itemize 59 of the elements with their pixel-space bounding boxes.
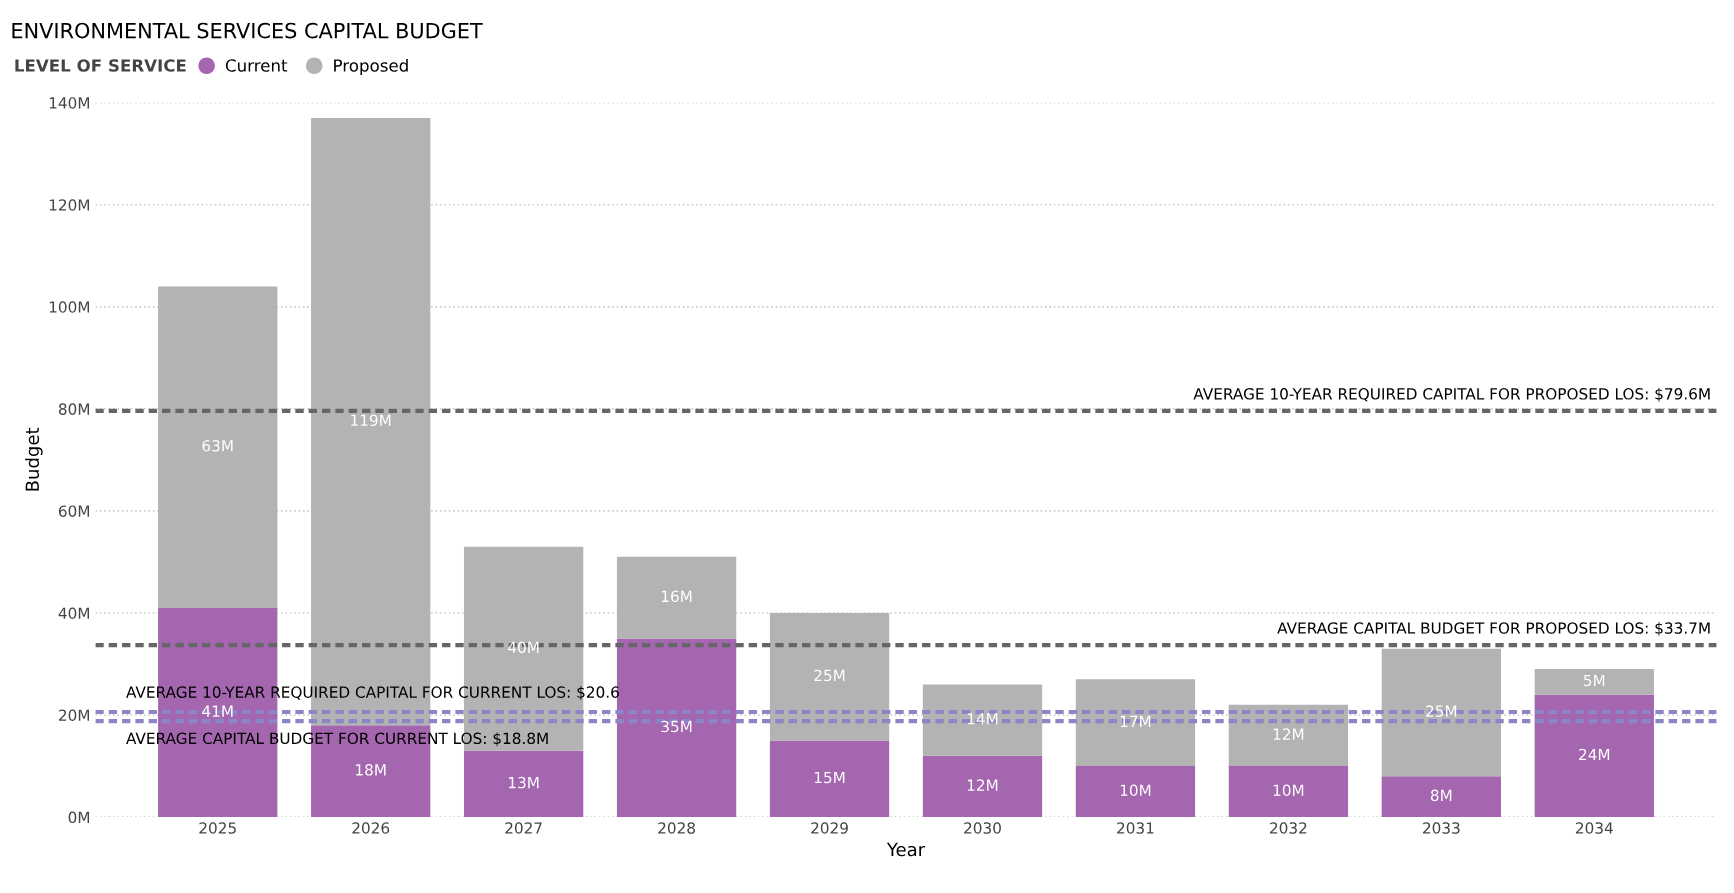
y-tick-label: 0M: [68, 811, 90, 824]
x-axis-title: Year: [886, 842, 926, 857]
bar: [769, 740, 890, 818]
data-label: 14M: [967, 713, 998, 725]
x-tick-label: 2034: [1575, 822, 1613, 834]
legend-title: LEVEL OF SERVICE: [15, 59, 186, 72]
y-axis-title: Budget: [25, 427, 43, 491]
ref-line-label: AVERAGE CAPITAL BUDGET FOR PROPOSED LOS: $33.7M: [1277, 622, 1710, 636]
x-tick-label: 2025: [199, 822, 236, 834]
data-label: 18M: [356, 764, 386, 776]
bar: [463, 750, 584, 818]
legend-label: Proposed: [334, 58, 408, 76]
bar: [1075, 766, 1196, 818]
bar: [922, 755, 1043, 818]
bar: [1381, 776, 1501, 818]
x-tick-label: 2028: [658, 822, 695, 834]
data-label: 119M: [351, 414, 391, 427]
y-tick-label: 80M: [58, 403, 90, 415]
data-label: 25M: [814, 669, 845, 682]
data-label: 41M: [202, 705, 233, 717]
data-label: 12M: [967, 779, 998, 791]
bar: [922, 684, 1043, 756]
data-label: 24M: [1579, 748, 1610, 761]
y-tick-label: 100M: [49, 301, 90, 313]
x-tick-label: 2033: [1423, 822, 1460, 834]
y-tick-label: 20M: [59, 709, 90, 722]
x-tick-label: 2026: [352, 822, 390, 834]
x-tick-label: 2032: [1270, 822, 1307, 834]
data-label: 10M: [1273, 784, 1304, 797]
data-label: 12M: [1273, 728, 1304, 740]
ref-line-label: AVERAGE 10-YEAR REQUIRED CAPITAL FOR PROPOSED LOS: $79.6M: [1193, 387, 1710, 402]
bar: [769, 612, 890, 741]
data-label: 17M: [1120, 715, 1151, 727]
data-label: 5M: [1584, 674, 1605, 687]
data-label: 10M: [1120, 784, 1151, 797]
data-label: 8M: [1430, 789, 1452, 802]
data-label: 35M: [661, 720, 692, 733]
y-tick-label: 40M: [58, 607, 90, 619]
data-label: 63M: [202, 440, 233, 452]
bar: [1534, 694, 1654, 818]
bar: [158, 286, 278, 608]
x-tick-label: 2030: [964, 822, 1001, 834]
bar: [1228, 766, 1349, 818]
bar: [1534, 669, 1654, 695]
data-label: 16M: [661, 590, 692, 603]
y-tick-label: 140M: [49, 97, 90, 109]
chart-title: ENVIRONMENTAL SERVICES CAPITAL BUDGET: [12, 22, 483, 39]
x-tick-label: 2027: [505, 822, 542, 834]
data-label: 25M: [1426, 705, 1457, 717]
x-tick-label: 2031: [1117, 822, 1154, 834]
x-tick-label: 2029: [811, 822, 848, 834]
legend-label: Current: [225, 59, 288, 72]
data-label: 13M: [509, 776, 539, 789]
y-tick-label: 120M: [49, 199, 90, 211]
data-label: 15M: [814, 771, 845, 784]
y-tick-label: 60M: [58, 505, 90, 517]
bar: [616, 556, 737, 639]
bar: [1075, 679, 1196, 767]
bar: [1381, 648, 1501, 777]
